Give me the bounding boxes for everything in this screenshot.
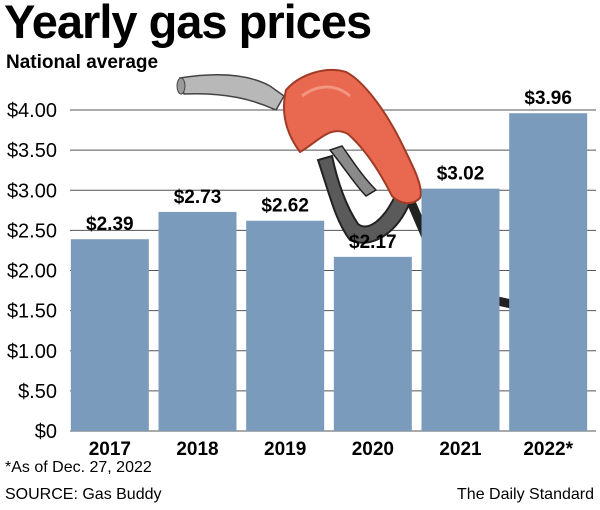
chart-subtitle: National average — [6, 52, 159, 73]
bar — [158, 211, 237, 431]
x-tick-label: 2022* — [523, 439, 573, 460]
bar — [70, 239, 149, 431]
x-tick-label: 2018 — [176, 439, 218, 460]
data-label: $2.62 — [261, 196, 309, 217]
y-tick-label: $1.50 — [7, 301, 57, 323]
y-tick-label: $2.50 — [7, 220, 57, 242]
chart-title: Yearly gas prices — [4, 0, 372, 48]
source-credit: SOURCE: Gas Buddy — [5, 486, 162, 503]
data-label: $3.96 — [524, 88, 572, 109]
y-tick-label: $3.00 — [7, 180, 57, 202]
y-tick-label: $2.00 — [7, 261, 57, 283]
bar — [509, 113, 588, 432]
data-label: $2.39 — [86, 214, 134, 235]
publisher-credit: The Daily Standard — [457, 486, 594, 503]
bars — [70, 113, 588, 432]
y-tick-label: $4.00 — [7, 100, 57, 122]
x-tick-label: 2017 — [89, 439, 131, 460]
data-labels: $2.39 $2.73 $2.62 $2.17 $3.02 $3.96 — [86, 88, 572, 253]
y-tick-label: $0 — [35, 421, 57, 443]
y-axis-ticks: $0 $.50 $1.00 $1.50 $2.00 $2.50 $3.00 $3.50 $4.0… — [7, 100, 57, 443]
y-tick-label: $1.00 — [7, 341, 57, 363]
x-axis-ticks: 2017 2018 2019 2020 2021 2022* — [89, 439, 574, 460]
bar — [333, 256, 412, 431]
footnote: *As of Dec. 27, 2022 — [5, 459, 152, 476]
data-label: $3.02 — [437, 164, 485, 185]
x-tick-label: 2020 — [352, 439, 394, 460]
bar — [246, 220, 325, 431]
data-label: $2.17 — [349, 232, 397, 253]
x-tick-label: 2019 — [264, 439, 306, 460]
x-tick-label: 2021 — [439, 439, 482, 460]
y-tick-label: $.50 — [18, 381, 57, 403]
bar — [421, 188, 500, 431]
y-tick-label: $3.50 — [7, 140, 57, 162]
data-label: $2.73 — [174, 187, 222, 208]
